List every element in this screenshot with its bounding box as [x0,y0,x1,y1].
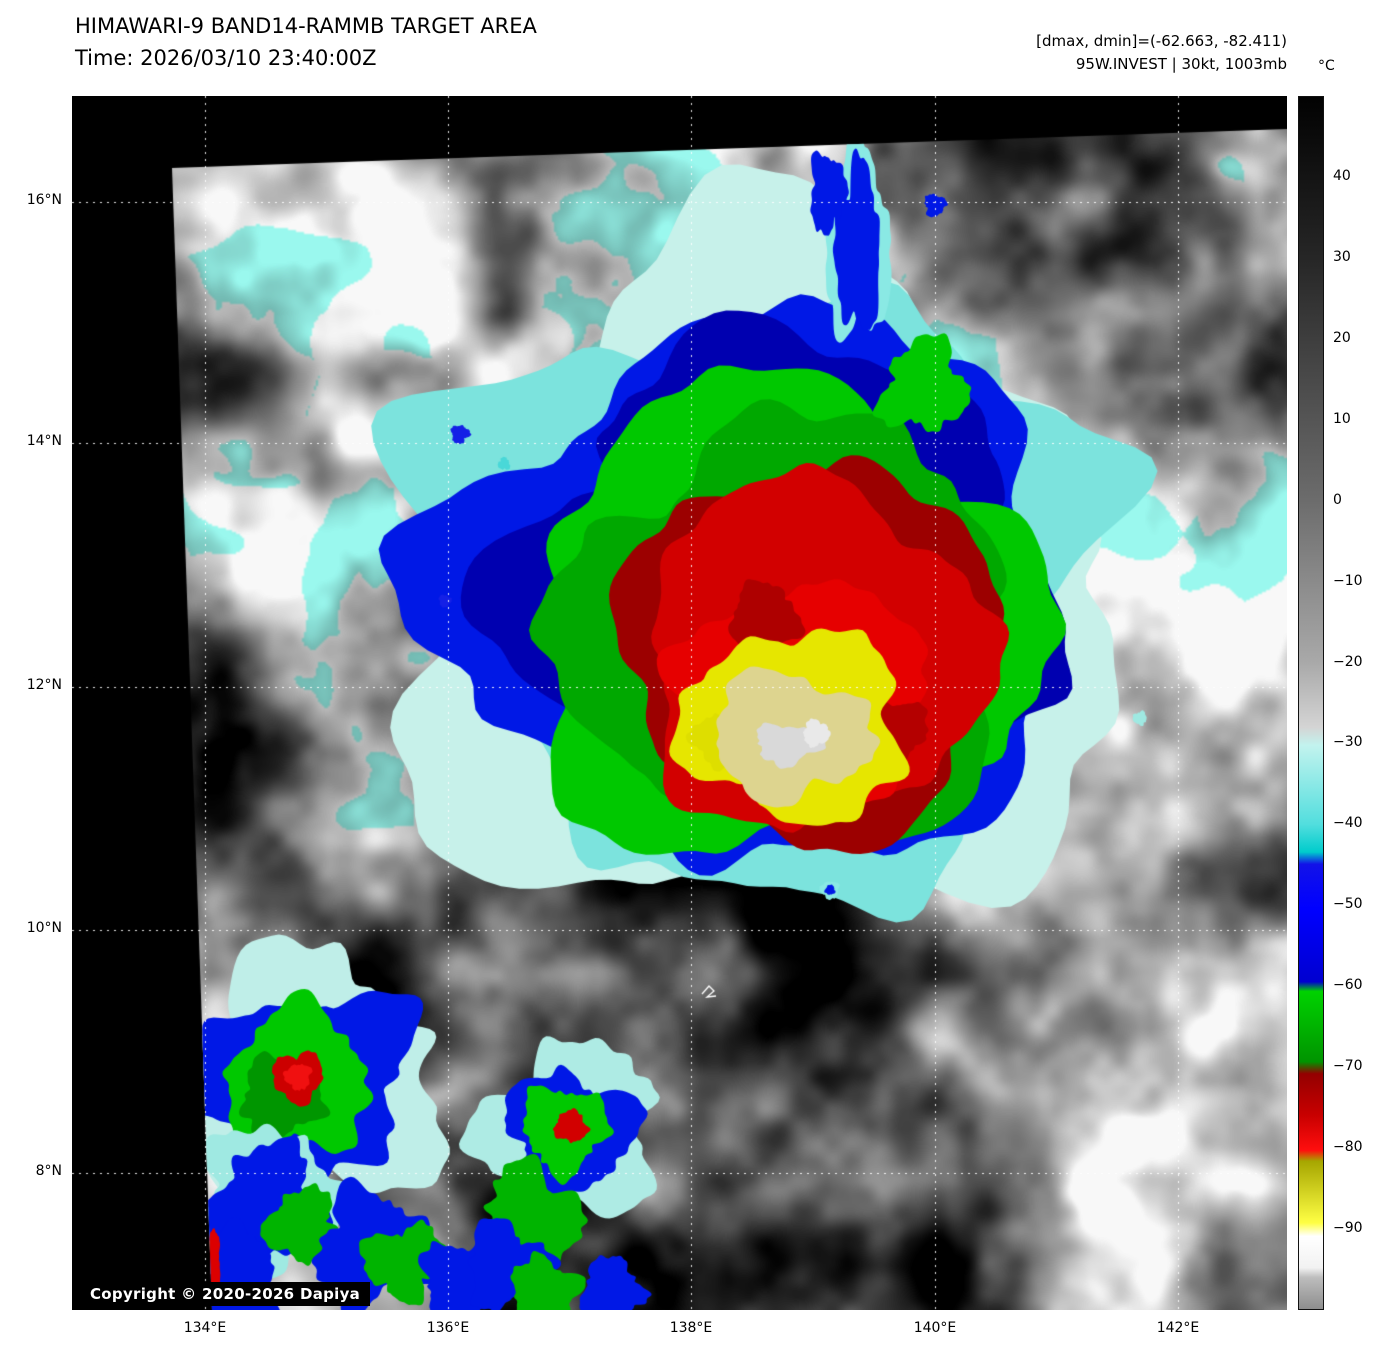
colorbar-tick-label: −90 [1333,1220,1363,1237]
storm-info-readout: 95W.INVEST | 30kt, 1003mb [1075,54,1287,73]
product-title: HIMAWARI-9 BAND14-RAMMB TARGET AREA [75,14,537,38]
lat-tick-label: 16°N [26,192,62,208]
lat-tick-label: 14°N [26,433,62,449]
colorbar-tick-label: 30 [1333,248,1351,265]
lat-tick-label: 12°N [26,677,62,693]
colorbar-tick-label: 10 [1333,410,1351,427]
colorbar-tick-label: −10 [1333,572,1363,589]
colorbar-tick-label: −30 [1333,734,1363,751]
colorbar-tick-label: 40 [1333,167,1351,184]
lat-tick-label: 8°N [35,1163,62,1179]
satellite-image-canvas [72,96,1287,1310]
colorbar [1298,96,1324,1310]
colorbar-tick-label: 20 [1333,329,1351,346]
lon-tick-label: 134°E [183,1320,227,1336]
dmax-dmin-readout: [dmax, dmin]=(-62.663, -82.411) [1036,32,1287,50]
colorbar-tick-label: 0 [1333,491,1342,508]
colorbar-tick-label: −80 [1333,1139,1363,1156]
colorbar-tick-label: −60 [1333,977,1363,994]
colorbar-unit-label: °C [1318,58,1335,74]
lon-tick-label: 138°E [669,1320,713,1336]
copyright-badge: Copyright © 2020-2026 Dapiya [80,1282,371,1306]
header-readouts: [dmax, dmin]=(-62.663, -82.411) 95W.INVE… [1036,30,1287,75]
lon-tick-label: 136°E [426,1320,470,1336]
colorbar-tick-label: −70 [1333,1058,1363,1075]
colorbar-tick-label: −20 [1333,653,1363,670]
colorbar-tick-label: −50 [1333,896,1363,913]
lat-tick-label: 10°N [26,920,62,936]
colorbar-tick-label: −40 [1333,815,1363,832]
satellite-map: Copyright © 2020-2026 Dapiya [72,96,1287,1310]
lon-tick-label: 142°E [1156,1320,1200,1336]
lon-tick-label: 140°E [913,1320,957,1336]
timestamp: Time: 2026/03/10 23:40:00Z [75,46,377,70]
